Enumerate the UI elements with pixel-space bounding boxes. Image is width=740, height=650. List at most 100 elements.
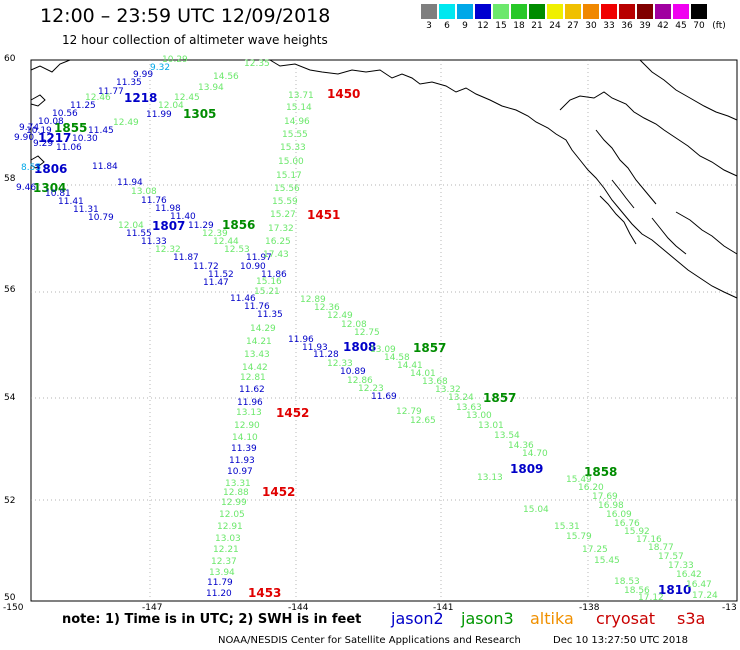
swh-value: 15.16: [256, 277, 282, 287]
swh-value: 12.08: [341, 320, 367, 330]
lon-label: -141: [433, 603, 453, 613]
legend-swatch: [655, 4, 671, 19]
swh-value: 12.89: [300, 295, 326, 305]
swh-value: 10.81: [45, 189, 71, 199]
swh-value: 15.04: [523, 505, 549, 515]
swh-value: 11.96: [288, 335, 314, 345]
swh-value: 12.79: [396, 407, 422, 417]
swh-value: 11.47: [203, 278, 229, 288]
swh-value: 14.01: [410, 369, 436, 379]
swh-value: 15.45: [594, 556, 620, 566]
swh-value: 9.99: [133, 70, 153, 80]
legend-swatch: [529, 4, 545, 19]
swh-value: 15.00: [278, 157, 304, 167]
swh-value: 11.97: [246, 253, 272, 263]
pass-time-label: 1450: [327, 87, 360, 101]
swh-value: 15.33: [280, 143, 306, 153]
pass-time-label: 1452: [262, 485, 295, 499]
swh-value: 11.25: [70, 101, 96, 111]
swh-value: 14.21: [246, 337, 272, 347]
swh-value: 13.43: [244, 350, 270, 360]
lon-axis: -150 -147 -144 -141 -138 -13: [3, 603, 737, 613]
legend-swatch: [691, 4, 707, 19]
swh-value: 9.46: [16, 183, 36, 193]
swh-value: 15.17: [276, 171, 302, 181]
swh-value: 11.35: [257, 310, 283, 320]
swh-value: 17.16: [636, 535, 662, 545]
legend-swatch: [547, 4, 563, 19]
pass-time-label: 1451: [307, 208, 340, 222]
swh-value: 13.13: [477, 473, 503, 483]
swh-value: 16.47: [686, 580, 712, 590]
swh-value: 13.54: [494, 431, 520, 441]
legend-swatch: [421, 4, 437, 19]
legend-label: 18: [513, 21, 525, 31]
lat-label: 50: [4, 593, 16, 603]
swh-value: 11.29: [188, 221, 214, 231]
swh-value: 12.91: [217, 522, 243, 532]
swh-value: 13.01: [478, 421, 504, 431]
swh-value: 18.56: [624, 586, 650, 596]
swh-value: 11.45: [88, 126, 114, 136]
legend-label: 45: [675, 21, 687, 31]
legend-label: 21: [531, 21, 543, 31]
swh-value: 11.52: [208, 270, 234, 280]
swh-value: 11.79: [207, 578, 233, 588]
footnote: note: 1) Time is in UTC; 2) SWH is in fe…: [62, 612, 362, 627]
pass-time-label: 1810: [658, 583, 691, 597]
swh-value: 16.42: [676, 570, 702, 580]
swh-value: 12.81: [240, 373, 266, 383]
swh-value: 13.09: [370, 345, 396, 355]
swh-value: 10.30: [72, 134, 98, 144]
swh-value: 15.79: [566, 532, 592, 542]
swh-value: 14.36: [508, 441, 534, 451]
swh-value: 9.32: [150, 63, 170, 73]
swh-value: 12.46: [85, 93, 111, 103]
pass-time-label: 1218: [124, 91, 157, 105]
pass-time-label: 1452: [276, 406, 309, 420]
satellite-altika: altika: [530, 609, 574, 628]
legend-label: 24: [549, 21, 561, 31]
satellite-jason3: jason3: [461, 609, 514, 628]
swh-value: 15.59: [272, 197, 298, 207]
swh-value: 9.29: [33, 139, 53, 149]
swh-value: 11.76: [244, 302, 270, 312]
swh-value: 11.84: [92, 162, 118, 172]
swh-value: 12.90: [234, 421, 260, 431]
swh-value: 11.98: [155, 204, 181, 214]
pass-time-label: 1856: [222, 218, 255, 232]
swh-value: 15.92: [624, 527, 650, 537]
lat-label: 54: [4, 393, 16, 403]
swh-value: 12.23: [358, 384, 384, 394]
swh-value: 12.49: [113, 118, 139, 128]
swh-value: 11.62: [239, 385, 265, 395]
plot-frame: [30, 59, 738, 602]
swh-value: 10.97: [227, 467, 253, 477]
swh-value: 12.75: [354, 328, 380, 338]
legend-swatch: [493, 4, 509, 19]
swh-value: 14.70: [522, 449, 548, 459]
swh-value: 12.44: [213, 237, 239, 247]
swh-value: 15.21: [254, 287, 280, 297]
swh-value: 13.68: [422, 377, 448, 387]
legend-label: 42: [657, 21, 669, 31]
legend-label: 27: [567, 21, 579, 31]
swh-value: 11.96: [237, 398, 263, 408]
generated-timestamp: Dec 10 13:27:50 UTC 2018: [553, 635, 688, 646]
swh-value: 12.05: [219, 510, 245, 520]
swh-value: 17.12: [638, 593, 664, 603]
legend-swatch: [475, 4, 491, 19]
swh-value: 10.79: [88, 213, 114, 223]
swh-value: 11.69: [371, 392, 397, 402]
swh-value: 11.20: [206, 589, 232, 599]
legend-label: 70: [693, 21, 705, 31]
legend-swatch: [565, 4, 581, 19]
legend-label: 9: [462, 21, 468, 31]
swh-value: 11.31: [73, 205, 99, 215]
swh-value: 11.55: [126, 229, 152, 239]
swh-value: 12.45: [174, 93, 200, 103]
swh-value: 17.33: [668, 561, 694, 571]
swh-value: 11.35: [116, 78, 142, 88]
pass-time-label: 1453: [248, 586, 281, 600]
legend-label: 3: [426, 21, 432, 31]
